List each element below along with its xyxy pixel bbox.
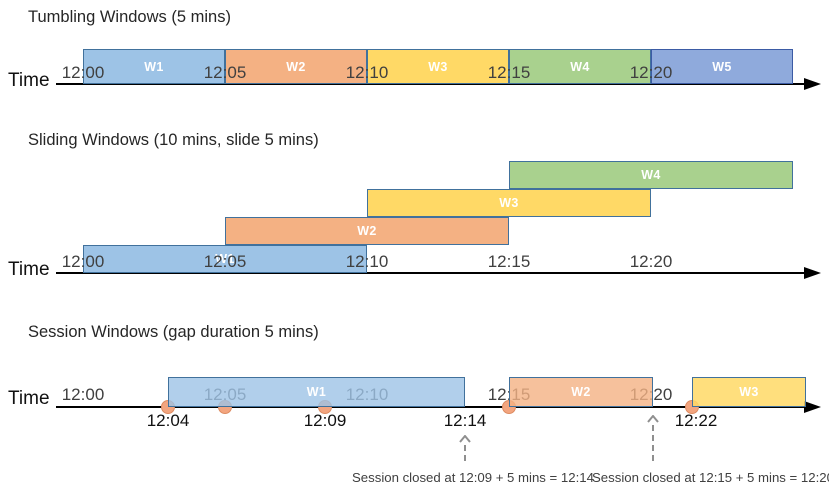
session-close-arrow-icon bbox=[459, 435, 471, 464]
window-label: W3 bbox=[428, 59, 448, 74]
session-close-caption: Session closed at 12:15 + 5 mins = 12:20 bbox=[592, 470, 829, 485]
event-time-label: 12:22 bbox=[674, 411, 718, 430]
axis-arrowhead-icon bbox=[804, 78, 821, 90]
time-axis-label: Time bbox=[8, 70, 50, 91]
time-axis-label: Time bbox=[8, 259, 50, 280]
sliding-window-w4: W4 bbox=[509, 161, 793, 189]
window-label: W3 bbox=[499, 196, 519, 210]
tick-label: 12:15 bbox=[487, 252, 531, 271]
event-time-label: 12:04 bbox=[146, 411, 190, 430]
session-close-arrow-icon bbox=[647, 415, 659, 464]
tumbling-window-w1: W1 bbox=[83, 49, 225, 84]
tumbling-window-w5: W5 bbox=[651, 49, 793, 84]
tick-label: 12:10 bbox=[345, 63, 389, 82]
tick-label: 12:00 bbox=[61, 252, 105, 271]
section-title-session: Session Windows (gap duration 5 mins) bbox=[28, 323, 319, 341]
tumbling-window-w4: W4 bbox=[509, 49, 651, 84]
axis-arrowhead-icon bbox=[804, 401, 821, 413]
section-title-tumbling: Tumbling Windows (5 mins) bbox=[28, 8, 231, 26]
event-time-label: 12:09 bbox=[303, 411, 347, 430]
window-label: W2 bbox=[357, 224, 377, 238]
window-label: W5 bbox=[712, 59, 732, 74]
session-close-caption: Session closed at 12:09 + 5 mins = 12:14 bbox=[352, 470, 594, 485]
timeline-axis-tumbling bbox=[56, 83, 806, 85]
tick-label: 12:10 bbox=[345, 252, 389, 271]
sliding-window-w3: W3 bbox=[367, 189, 651, 217]
tick-label: 12:05 bbox=[203, 63, 247, 82]
window-label: W4 bbox=[641, 168, 661, 182]
axis-arrowhead-icon bbox=[804, 267, 821, 279]
window-label: W1 bbox=[306, 385, 327, 399]
window-label: W1 bbox=[144, 59, 164, 74]
window-label: W2 bbox=[286, 59, 306, 74]
window-label: W1 bbox=[215, 252, 235, 266]
tick-label: 12:20 bbox=[629, 252, 673, 271]
sliding-window-w2: W2 bbox=[225, 217, 509, 245]
event-time-label: 12:14 bbox=[443, 411, 487, 430]
session-window-w3: W3 bbox=[692, 377, 806, 407]
tumbling-window-w2: W2 bbox=[225, 49, 367, 84]
tick-label: 12:00 bbox=[61, 385, 105, 404]
section-title-sliding: Sliding Windows (10 mins, slide 5 mins) bbox=[28, 131, 319, 149]
timeline-axis-sliding bbox=[56, 272, 806, 274]
tick-label: 12:00 bbox=[61, 63, 105, 82]
tick-label: 12:15 bbox=[487, 63, 531, 82]
window-label: W4 bbox=[570, 59, 590, 74]
tick-label: 12:20 bbox=[629, 63, 673, 82]
window-label: W2 bbox=[571, 385, 591, 399]
time-axis-label: Time bbox=[8, 388, 50, 409]
window-label: W3 bbox=[739, 385, 759, 399]
session-window-w2: W2 bbox=[509, 377, 653, 407]
timeline-axis-session bbox=[56, 406, 806, 408]
sliding-window-w1: W1 bbox=[83, 245, 367, 273]
session-window-w1: W1 bbox=[168, 377, 465, 407]
tumbling-window-w3: W3 bbox=[367, 49, 509, 84]
tick-label: 12:05 bbox=[203, 252, 247, 271]
